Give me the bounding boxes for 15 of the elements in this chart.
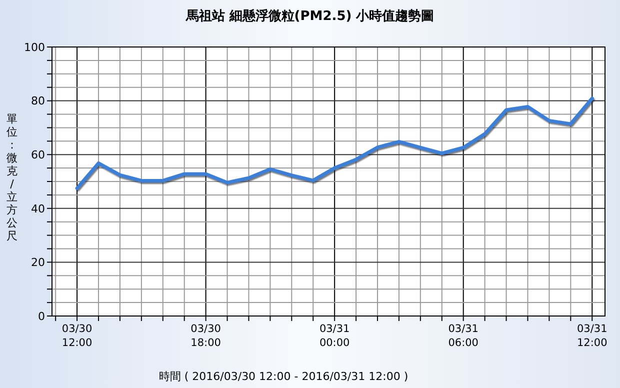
x-axis-title: 時間 ( 2016/03/30 12:00 - 2016/03/31 12:00 ) xyxy=(158,370,408,383)
y-tick-label: 100 xyxy=(24,40,45,54)
line-series xyxy=(75,96,594,190)
chart-title: 馬祖站 細懸浮微粒(PM2.5) 小時值趨勢圖 xyxy=(184,8,434,24)
y-tick-label: 20 xyxy=(31,256,45,270)
x-tick-label: 03/30 18:00 xyxy=(190,323,221,349)
y-tick-label: 0 xyxy=(38,310,45,323)
y-tick-label: 80 xyxy=(31,94,45,108)
x-tick-label: 03/31 12:00 xyxy=(576,323,608,349)
y-tick-label: 60 xyxy=(31,148,45,162)
x-tick-label: 03/31 06:00 xyxy=(448,323,478,349)
x-tick-label: 03/30 12:00 xyxy=(62,323,92,349)
x-tick-label: 03/31 00:00 xyxy=(319,323,350,349)
y-tick-label: 40 xyxy=(31,202,45,216)
text: 單位：微克/立方公尺 xyxy=(6,112,18,242)
